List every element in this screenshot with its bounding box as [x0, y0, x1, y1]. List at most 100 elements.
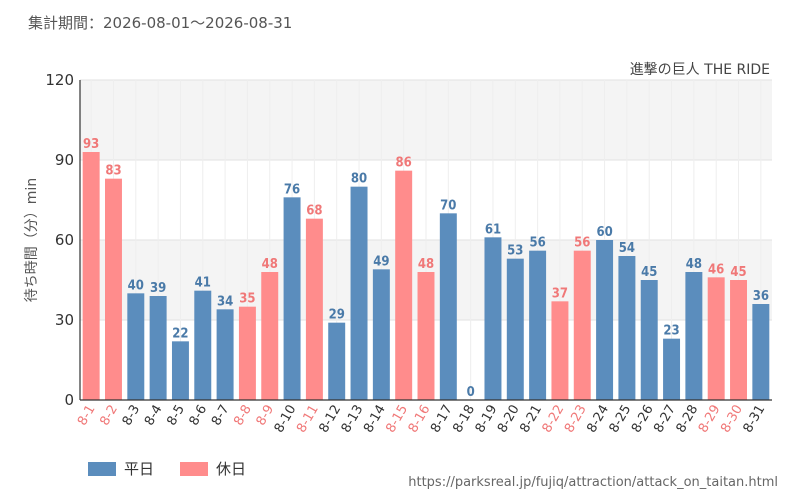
bar-8-29[interactable]: [707, 277, 725, 400]
bar-8-6[interactable]: [194, 290, 212, 400]
bar-value-label: 41: [195, 276, 211, 291]
bar-8-27[interactable]: [663, 338, 681, 400]
bar-value-label: 36: [753, 289, 769, 304]
x-tick-label: 8-8: [231, 403, 255, 429]
x-tick-label: 8-2: [97, 403, 121, 429]
bar-8-19[interactable]: [484, 237, 502, 400]
bar-value-label: 48: [262, 257, 278, 272]
bar-value-label: 56: [574, 236, 590, 251]
bar-8-22[interactable]: [551, 301, 569, 400]
x-tick-label: 8-18: [450, 403, 478, 436]
bar-value-label: 86: [396, 156, 412, 171]
y-tick-label: 30: [55, 311, 74, 329]
bar-8-13[interactable]: [350, 186, 368, 400]
bar-value-labels: 93 83 40 39 22 41 34 35 48 76 68 29 80 49 86 48 70 0 61 53 5…: [83, 137, 769, 400]
bar-value-label: 48: [418, 257, 434, 272]
x-tick-label: 8-16: [406, 403, 434, 436]
bar-8-2[interactable]: [105, 178, 122, 400]
axes: [79, 80, 772, 401]
bar-8-3[interactable]: [127, 293, 145, 400]
bar-value-label: 83: [105, 164, 121, 179]
bar-value-label: 45: [730, 265, 746, 280]
bar-value-label: 22: [172, 326, 188, 341]
bar-8-5[interactable]: [171, 341, 189, 400]
bar-8-15[interactable]: [395, 170, 413, 400]
x-tick-label: 8-31: [741, 403, 769, 436]
chart-title: 進撃の巨人 THE RIDE: [630, 62, 770, 78]
bar-8-30[interactable]: [730, 280, 747, 400]
bar-8-25[interactable]: [618, 256, 636, 400]
legend: 平日 休日: [88, 458, 246, 479]
period-label: 集計期間：2026-08-01～2026-08-31: [28, 14, 293, 32]
x-tick-label: 8-3: [120, 403, 144, 429]
legend-swatch-weekday: [88, 461, 116, 476]
x-tick-labels: 8-18-28-38-48-58-68-78-88-98-108-118-128…: [75, 403, 768, 436]
bar-value-label: 29: [329, 308, 345, 323]
bar-value-label: 35: [239, 292, 255, 307]
bars: [82, 152, 770, 400]
x-tick-label: 8-11: [294, 403, 322, 436]
x-tick-label: 8-21: [517, 403, 545, 436]
bar-8-8[interactable]: [238, 306, 256, 400]
x-tick-label: 8-7: [209, 403, 233, 429]
x-tick-label: 8-27: [651, 403, 679, 436]
x-tick-label: 8-6: [187, 403, 211, 429]
bar-8-9[interactable]: [261, 272, 279, 400]
bar-value-label: 53: [507, 244, 523, 259]
bar-value-label: 93: [83, 137, 99, 152]
bar-value-label: 34: [217, 294, 233, 309]
bar-value-label: 49: [373, 254, 389, 269]
legend-label-holiday: 休日: [216, 460, 247, 478]
bar-8-21[interactable]: [529, 250, 547, 400]
bar-value-label: 61: [485, 222, 501, 237]
bar-8-16[interactable]: [417, 272, 435, 400]
bar-8-11[interactable]: [305, 218, 323, 400]
bar-8-23[interactable]: [573, 250, 591, 400]
y-tick-label: 90: [55, 151, 74, 169]
bar-value-label: 70: [440, 198, 456, 213]
bar-value-label: 37: [552, 286, 568, 301]
x-tick-label: 8-29: [696, 403, 724, 436]
y-tick-label: 120: [45, 71, 74, 89]
bar-8-20[interactable]: [506, 258, 524, 400]
bar-8-26[interactable]: [640, 280, 658, 400]
bar-8-1[interactable]: [82, 152, 100, 400]
y-axis-label: 待ち時間（分）min: [24, 178, 40, 302]
legend-item-holiday[interactable]: 休日: [180, 458, 246, 479]
bar-8-28[interactable]: [685, 272, 703, 400]
bar-value-label: 0: [467, 385, 475, 400]
bar-value-label: 54: [619, 241, 635, 256]
x-tick-label: 8-12: [316, 403, 344, 436]
bar-8-12[interactable]: [328, 322, 346, 400]
x-tick-label: 8-20: [495, 403, 523, 436]
bar-value-label: 60: [596, 225, 612, 240]
x-tick-label: 8-5: [164, 403, 188, 429]
bar-value-label: 68: [306, 204, 322, 219]
bar-8-7[interactable]: [216, 309, 234, 400]
bar-8-24[interactable]: [596, 240, 614, 400]
x-tick-label: 8-17: [428, 403, 456, 436]
x-tick-label: 8-30: [718, 403, 746, 436]
bar-value-label: 40: [128, 278, 144, 293]
bar-8-4[interactable]: [149, 296, 167, 400]
x-tick-label: 8-25: [607, 403, 635, 436]
bar-8-31[interactable]: [752, 304, 770, 400]
bar-value-label: 45: [641, 265, 657, 280]
bar-8-14[interactable]: [372, 269, 390, 400]
bar-8-10[interactable]: [283, 197, 301, 400]
x-tick-label: 8-23: [562, 403, 590, 436]
source-url[interactable]: https://parksreal.jp/fujiq/attraction/at…: [408, 475, 778, 490]
bar-value-label: 39: [150, 281, 166, 296]
x-tick-label: 8-19: [473, 403, 501, 436]
bar-8-17[interactable]: [439, 213, 457, 400]
legend-swatch-holiday: [180, 461, 209, 476]
bar-value-label: 76: [284, 182, 300, 197]
legend-label-weekday: 平日: [124, 460, 155, 478]
x-tick-label: 8-28: [674, 403, 702, 436]
bar-value-label: 56: [529, 236, 545, 251]
legend-item-weekday[interactable]: 平日: [88, 458, 154, 479]
x-tick-label: 8-10: [272, 403, 300, 436]
bar-value-label: 46: [708, 262, 724, 277]
x-tick-label: 8-4: [142, 403, 166, 429]
